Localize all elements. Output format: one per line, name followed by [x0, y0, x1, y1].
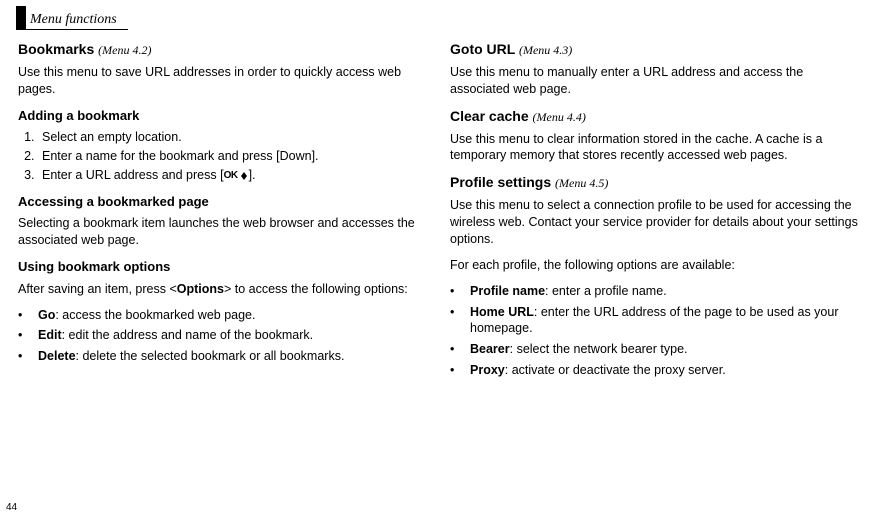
using-item-delete: • Delete: delete the selected bookmark o…	[18, 348, 426, 365]
using-item-go: • Go: access the bookmarked web page.	[18, 307, 426, 324]
using-item-edit-desc: : edit the address and name of the bookm…	[62, 328, 314, 342]
bullet-icon: •	[450, 362, 470, 379]
profile-menu-ref: (Menu 4.5)	[555, 176, 608, 190]
profile-item-bearer-text: Bearer: select the network bearer type.	[470, 341, 858, 358]
bookmarks-heading: Bookmarks (Menu 4.2)	[18, 40, 426, 59]
content-columns: Bookmarks (Menu 4.2) Use this menu to sa…	[18, 40, 858, 388]
profile-item-name-desc: : enter a profile name.	[545, 284, 667, 298]
using-item-edit-text: Edit: edit the address and name of the b…	[38, 327, 426, 344]
profile-item-name-term: Profile name	[470, 284, 545, 298]
accessing-heading: Accessing a bookmarked page	[18, 193, 426, 211]
bookmarks-title: Bookmarks	[18, 41, 94, 57]
right-column: Goto URL (Menu 4.3) Use this menu to man…	[450, 40, 858, 388]
header-title: Menu functions	[30, 11, 117, 30]
profile-item-name-text: Profile name: enter a profile name.	[470, 283, 858, 300]
page-number: 44	[6, 501, 17, 515]
page-header: Menu functions	[16, 6, 117, 30]
adding-heading: Adding a bookmark	[18, 107, 426, 125]
profile-item-bearer-desc: : select the network bearer type.	[510, 342, 688, 356]
header-underline	[16, 29, 128, 30]
profile-lead: For each profile, the following options …	[450, 257, 858, 274]
profile-item-proxy-desc: : activate or deactivate the proxy serve…	[505, 363, 726, 377]
bookmarks-intro: Use this menu to save URL addresses in o…	[18, 64, 426, 98]
profile-item-proxy-term: Proxy	[470, 363, 505, 377]
profile-item-name: • Profile name: enter a profile name.	[450, 283, 858, 300]
adding-step-1: Select an empty location.	[38, 129, 426, 146]
bullet-icon: •	[450, 341, 470, 358]
adding-step-2: Enter a name for the bookmark and press …	[38, 148, 426, 165]
ok-label: OK	[224, 169, 238, 183]
i-action-icon	[239, 171, 249, 181]
profile-title: Profile settings	[450, 174, 551, 190]
bullet-icon: •	[18, 327, 38, 344]
using-heading: Using bookmark options	[18, 258, 426, 276]
using-item-delete-desc: : delete the selected bookmark or all bo…	[76, 349, 345, 363]
goto-text: Use this menu to manually enter a URL ad…	[450, 64, 858, 98]
clear-menu-ref: (Menu 4.4)	[533, 110, 586, 124]
bookmarks-menu-ref: (Menu 4.2)	[98, 43, 151, 57]
adding-steps: Select an empty location. Enter a name f…	[18, 129, 426, 184]
profile-item-proxy-text: Proxy: activate or deactivate the proxy …	[470, 362, 858, 379]
profile-heading: Profile settings (Menu 4.5)	[450, 173, 858, 192]
goto-heading: Goto URL (Menu 4.3)	[450, 40, 858, 59]
clear-text: Use this menu to clear information store…	[450, 131, 858, 165]
profile-item-home-text: Home URL: enter the URL address of the p…	[470, 304, 858, 338]
adding-step-3: Enter a URL address and press [OK].	[38, 167, 426, 184]
profile-item-proxy: • Proxy: activate or deactivate the prox…	[450, 362, 858, 379]
goto-menu-ref: (Menu 4.3)	[519, 43, 572, 57]
goto-title: Goto URL	[450, 41, 515, 57]
adding-step-3-pre: Enter a URL address and press [	[42, 168, 224, 182]
clear-heading: Clear cache (Menu 4.4)	[450, 107, 858, 126]
bullet-icon: •	[18, 348, 38, 365]
header-accent-block	[16, 6, 26, 30]
using-item-edit-term: Edit	[38, 328, 62, 342]
using-item-delete-text: Delete: delete the selected bookmark or …	[38, 348, 426, 365]
using-item-go-term: Go	[38, 308, 55, 322]
adding-step-3-post: ].	[249, 168, 256, 182]
using-item-go-desc: : access the bookmarked web page.	[55, 308, 255, 322]
accessing-text: Selecting a bookmark item launches the w…	[18, 215, 426, 249]
profile-item-bearer-term: Bearer	[470, 342, 510, 356]
profile-intro: Use this menu to select a connection pro…	[450, 197, 858, 248]
using-item-delete-term: Delete	[38, 349, 76, 363]
profile-item-home-term: Home URL	[470, 305, 534, 319]
using-item-edit: • Edit: edit the address and name of the…	[18, 327, 426, 344]
profile-item-bearer: • Bearer: select the network bearer type…	[450, 341, 858, 358]
ok-key-icon: OK	[224, 169, 249, 183]
profile-items: • Profile name: enter a profile name. • …	[450, 283, 858, 379]
profile-item-home: • Home URL: enter the URL address of the…	[450, 304, 858, 338]
using-intro-pre: After saving an item, press <	[18, 282, 177, 296]
using-intro: After saving an item, press <Options> to…	[18, 281, 426, 298]
clear-title: Clear cache	[450, 108, 529, 124]
left-column: Bookmarks (Menu 4.2) Use this menu to sa…	[18, 40, 426, 388]
bullet-icon: •	[450, 283, 470, 300]
using-intro-bold: Options	[177, 282, 224, 296]
bullet-icon: •	[450, 304, 470, 338]
using-intro-post: > to access the following options:	[224, 282, 408, 296]
bullet-icon: •	[18, 307, 38, 324]
using-items: • Go: access the bookmarked web page. • …	[18, 307, 426, 366]
using-item-go-text: Go: access the bookmarked web page.	[38, 307, 426, 324]
